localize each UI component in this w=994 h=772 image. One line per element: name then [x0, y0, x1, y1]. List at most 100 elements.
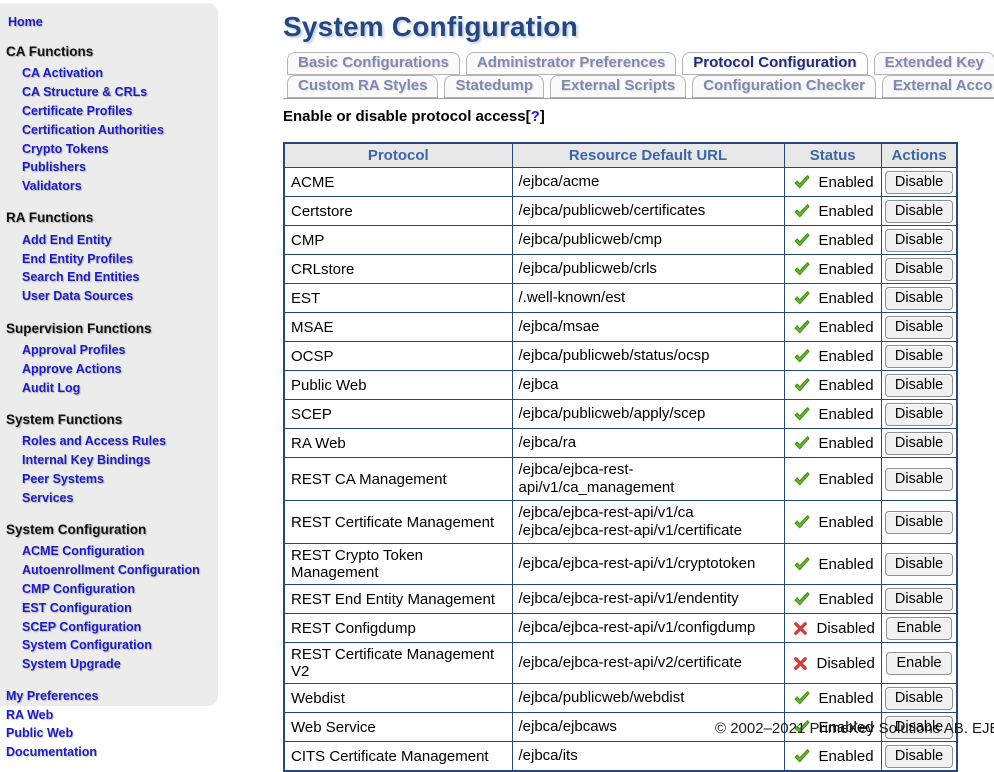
url-cell: /ejbca/publicweb/cmp	[511, 225, 785, 255]
sidebar-item-ca-activation[interactable]: CA Activation	[22, 66, 104, 81]
table-row-rest-crypto-token-management: REST Crypto Token Management/ejbca/ejbca…	[283, 543, 958, 585]
sidebar-item-system-configuration[interactable]: System Configuration	[22, 638, 152, 653]
tab-configuration-checker[interactable]: Configuration Checker	[692, 75, 876, 98]
toggle-protocol-button-rest-end-entity-management[interactable]: Disable	[884, 587, 954, 611]
sidebar-item-my-preferences[interactable]: My Preferences	[6, 688, 99, 703]
sidebar-item-approve-actions[interactable]: Approve Actions	[22, 361, 122, 376]
url-cell: /ejbca/publicweb/crls	[511, 254, 785, 284]
sidebar-item-end-entity-profiles[interactable]: End Entity Profiles	[22, 251, 134, 266]
toggle-protocol-button-scep[interactable]: Disable	[884, 402, 954, 426]
sidebar-item-audit-log[interactable]: Audit Log	[22, 380, 81, 395]
help-bracket-close: ]	[539, 108, 545, 125]
column-header-actions: Actions	[880, 142, 958, 168]
sidebar-item-approval-profiles[interactable]: Approval Profiles	[22, 342, 126, 357]
sidebar-item-peer-systems[interactable]: Peer Systems	[22, 471, 105, 486]
status-cell: Disabled	[783, 642, 882, 684]
toggle-protocol-button-cits-certificate-management[interactable]: Disable	[884, 744, 954, 768]
check-icon	[794, 749, 809, 763]
tab-administrator-preferences[interactable]: Administrator Preferences	[465, 52, 677, 75]
column-header-status: Status	[783, 142, 882, 168]
toggle-protocol-button-crlstore[interactable]: Disable	[884, 257, 954, 281]
actions-cell: Disable	[880, 370, 958, 400]
help-link[interactable]: ?	[530, 108, 540, 125]
toggle-protocol-button-msae[interactable]: Disable	[884, 315, 954, 339]
toggle-protocol-button-web-service[interactable]: Disable	[884, 715, 954, 739]
toggle-protocol-button-rest-ca-management[interactable]: Disable	[884, 467, 954, 491]
toggle-protocol-button-rest-configdump[interactable]: Enable	[886, 616, 952, 640]
sidebar-item-est-configuration[interactable]: EST Configuration	[22, 600, 132, 615]
status-label: Enabled	[818, 173, 874, 191]
sidebar-item-services[interactable]: Services	[22, 490, 74, 505]
actions-cell: Enable	[880, 642, 958, 684]
sidebar-item-public-web[interactable]: Public Web	[6, 726, 74, 741]
check-icon	[794, 204, 809, 218]
status-label: Enabled	[818, 405, 874, 423]
sidebar-item-system-upgrade[interactable]: System Upgrade	[22, 657, 121, 672]
sidebar-item-ra-web[interactable]: RA Web	[6, 707, 54, 722]
status-cell: Enabled	[783, 500, 882, 544]
tab-extended-key[interactable]: Extended Key	[873, 52, 994, 75]
url-cell: /ejbca/ejbca-rest-api/v1/endentity	[511, 584, 785, 614]
toggle-protocol-button-cmp[interactable]: Disable	[884, 228, 954, 252]
sidebar-item-add-end-entity[interactable]: Add End Entity	[22, 232, 112, 247]
sidebar-item-ca-structure-crls[interactable]: CA Structure & CRLs	[22, 85, 148, 100]
url-cell: /ejbca/acme	[511, 167, 785, 197]
status-label: Enabled	[818, 513, 874, 531]
sidebar-item-search-end-entities[interactable]: Search End Entities	[22, 270, 140, 285]
toggle-protocol-button-acme[interactable]: Disable	[884, 170, 954, 194]
toggle-protocol-button-public-web[interactable]: Disable	[884, 373, 954, 397]
toggle-protocol-button-rest-certificate-management-v2[interactable]: Enable	[886, 651, 952, 675]
status-cell: Enabled	[783, 428, 882, 458]
sidebar-item-certification-authorities[interactable]: Certification Authorities	[22, 122, 164, 137]
table-row-msae: MSAE/ejbca/msae Enabled Disable	[283, 312, 958, 342]
protocol-cell: OCSP	[283, 341, 513, 371]
tab-external-acco[interactable]: External Acco	[881, 75, 994, 98]
sidebar-item-publishers[interactable]: Publishers	[22, 160, 86, 175]
sidebar-item-documentation[interactable]: Documentation	[6, 745, 97, 760]
actions-cell: Disable	[880, 712, 958, 742]
toggle-protocol-button-webdist[interactable]: Disable	[884, 686, 954, 710]
tab-basic-configurations[interactable]: Basic Configurations	[287, 52, 460, 75]
toggle-protocol-button-ocsp[interactable]: Disable	[884, 344, 954, 368]
sidebar-footer-links: My Preferences RA Web Public Web Documentat…	[0, 687, 218, 762]
status-cell: Enabled	[783, 584, 882, 614]
url-cell: /ejbca/publicweb/apply/scep	[511, 399, 785, 429]
toggle-protocol-button-rest-certificate-management[interactable]: Disable	[884, 510, 954, 534]
protocol-cell: SCEP	[283, 399, 513, 429]
tab-protocol-configuration[interactable]: Protocol Configuration	[682, 52, 868, 75]
table-row-rest-end-entity-management: REST End Entity Management/ejbca/ejbca-r…	[283, 584, 958, 614]
sidebar-item-home[interactable]: Home	[8, 15, 43, 29]
section-prompt: Enable or disable protocol access[?]	[283, 108, 994, 125]
sidebar-item-internal-key-bindings[interactable]: Internal Key Bindings	[22, 453, 151, 468]
toggle-protocol-button-est[interactable]: Disable	[884, 286, 954, 310]
sidebar-item-scep-configuration[interactable]: SCEP Configuration	[22, 619, 142, 634]
sidebar-item-user-data-sources[interactable]: User Data Sources	[22, 289, 134, 304]
sidebar-item-cmp-configuration[interactable]: CMP Configuration	[22, 582, 135, 597]
check-icon	[794, 515, 809, 529]
sidebar-item-certificate-profiles[interactable]: Certificate Profiles	[22, 103, 133, 118]
tab-external-scripts[interactable]: External Scripts	[550, 75, 687, 98]
sidebar-item-crypto-tokens[interactable]: Crypto Tokens	[22, 141, 109, 156]
toggle-protocol-button-rest-crypto-token-management[interactable]: Disable	[884, 552, 954, 576]
sidebar-item-roles-and-access-rules[interactable]: Roles and Access Rules	[22, 434, 167, 449]
sidebar-item-acme-configuration[interactable]: ACME Configuration	[22, 544, 145, 559]
actions-cell: Disable	[880, 428, 958, 458]
tab-statedump[interactable]: Statedump	[444, 75, 544, 98]
url-cell: /ejbca/ejbca-rest-api/v1/configdump	[511, 613, 785, 643]
check-icon	[794, 262, 809, 276]
toggle-protocol-button-certstore[interactable]: Disable	[884, 199, 954, 223]
table-row-web-service: Web Service/ejbca/ejbcaws Enabled Disable	[283, 712, 958, 742]
page-title: System Configuration	[283, 11, 578, 42]
table-row-rest-certificate-management: REST Certificate Management/ejbca/ejbca-…	[283, 500, 958, 544]
tab-custom-ra-styles[interactable]: Custom RA Styles	[287, 75, 439, 98]
sidebar-item-validators[interactable]: Validators	[22, 179, 82, 194]
url-cell: /ejbca/ejbcaws	[511, 712, 785, 742]
status-label: Enabled	[818, 555, 874, 573]
status-cell: Enabled	[783, 741, 882, 772]
sidebar-item-autoenrollment-configuration[interactable]: Autoenrollment Configuration	[22, 563, 200, 578]
url-cell: /ejbca/publicweb/webdist	[511, 683, 785, 713]
toggle-protocol-button-ra-web[interactable]: Disable	[884, 431, 954, 455]
status-label: Enabled	[818, 318, 874, 336]
protocol-cell: Public Web	[283, 370, 513, 400]
status-label: Enabled	[818, 376, 874, 394]
